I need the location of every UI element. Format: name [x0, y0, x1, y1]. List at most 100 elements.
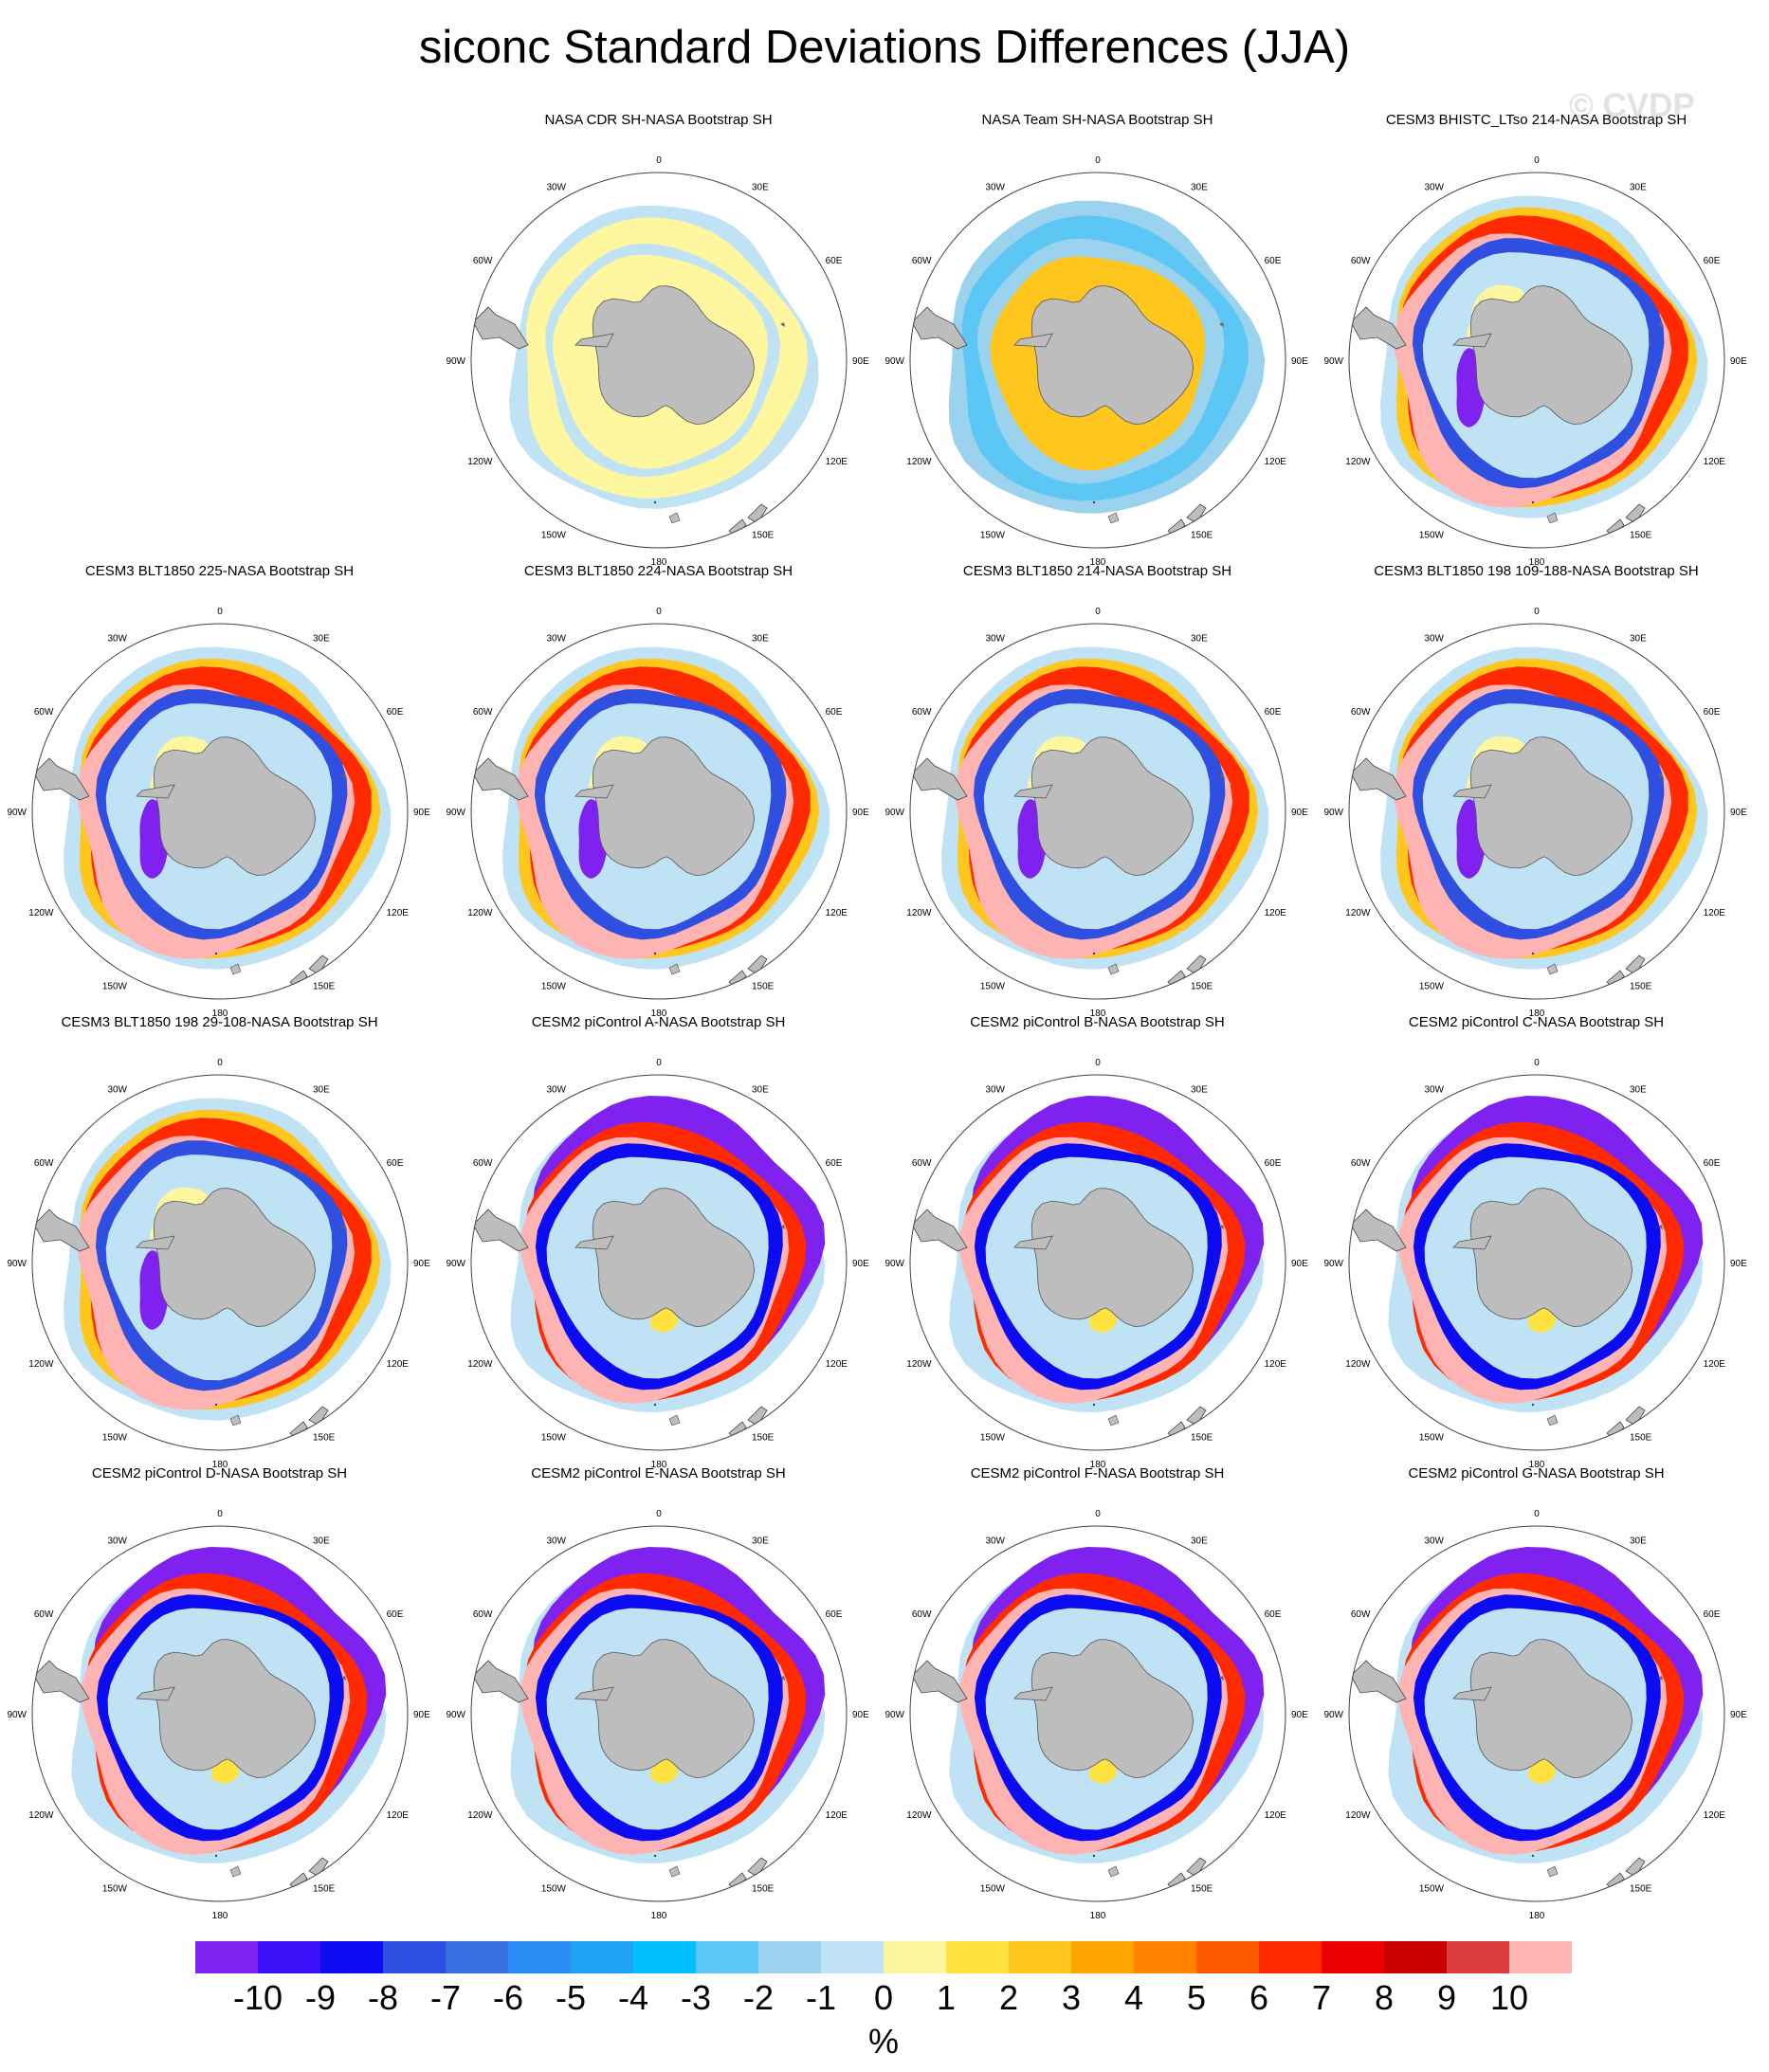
map-boundary-circle — [1348, 1525, 1725, 1902]
south-america-landmass — [472, 757, 529, 801]
longitude-label: 90E — [413, 808, 430, 818]
longitude-label: 120W — [1345, 908, 1371, 918]
longitude-label: 180 — [651, 1460, 667, 1469]
south-america-landmass — [33, 757, 90, 801]
south-america-landmass — [472, 306, 529, 350]
colorbar-swatch — [508, 1941, 571, 1973]
longitude-label: 90W — [446, 356, 465, 367]
kerguelen-island — [1658, 322, 1663, 327]
panel-title: CESM3 BLT1850 225-NASA Bootstrap SH — [84, 563, 355, 579]
longitude-label: 180 — [212, 1911, 228, 1920]
colorbar-swatch — [446, 1941, 508, 1973]
antarctica-landmass — [1469, 285, 1633, 426]
longitude-label: 30E — [1191, 633, 1208, 644]
colorbar-swatch — [633, 1941, 696, 1973]
longitude-label: 60E — [826, 707, 843, 718]
kerguelen-island — [1658, 1676, 1663, 1681]
map-boundary-circle — [470, 623, 848, 1000]
longitude-label: 30E — [752, 1084, 769, 1095]
colorbar-tick-label: 6 — [1249, 1978, 1268, 2017]
longitude-label: 180 — [651, 1009, 667, 1018]
longitude-label: 150E — [1630, 531, 1652, 541]
map-panel: CESM2 piControl B-NASA Bootstrap SH 0 30E 6… — [878, 1014, 1317, 1469]
longitude-label: 90W — [884, 1259, 904, 1269]
tasmania-landmass — [1107, 963, 1120, 975]
longitude-label: 90W — [7, 808, 27, 818]
antarctica-landmass — [592, 1188, 756, 1328]
longitude-label: 30W — [107, 1536, 127, 1546]
longitude-label: 60W — [34, 1609, 54, 1620]
longitude-label: 60W — [473, 707, 493, 718]
longitude-label: 0 — [656, 1058, 662, 1068]
longitude-label: 60W — [1351, 256, 1371, 266]
map-panel: CESM3 BLT1850 225-NASA Bootstrap SH 0 30E 6… — [0, 563, 439, 1018]
south-america-landmass — [1350, 306, 1407, 350]
colorbar-swatch — [946, 1941, 1009, 1973]
macquarie-island — [1531, 952, 1535, 955]
antarctica-landmass — [153, 1639, 317, 1779]
longitude-label: 90E — [413, 1259, 430, 1269]
longitude-label: 30E — [313, 1536, 330, 1546]
kerguelen-island — [780, 322, 785, 327]
antarctic-peninsula — [1013, 333, 1053, 348]
kerguelen-island — [341, 1676, 346, 1681]
longitude-label: 60W — [1351, 1609, 1371, 1620]
map-panel: CESM2 piControl C-NASA Bootstrap SH 0 30E 6… — [1317, 1014, 1756, 1469]
macquarie-island — [1092, 1854, 1096, 1858]
antarctica-landmass — [1030, 1188, 1195, 1328]
polar-map: 0 30E 60E 90E 120E 150E 180 150W 120W 90W 60W 30W — [446, 155, 869, 567]
map-panel: CESM3 BHISTC_LTso 214-NASA Bootstrap SH 0… — [1317, 112, 1756, 567]
longitude-label: 150W — [102, 1884, 128, 1895]
map-boundary-circle — [31, 1525, 409, 1902]
longitude-label: 60E — [826, 256, 843, 266]
longitude-label: 30E — [1630, 1536, 1647, 1546]
colorbar-swatch — [758, 1941, 821, 1973]
longitude-label: 30W — [1424, 182, 1444, 192]
map-panel: CESM2 piControl A-NASA Bootstrap SH 0 30E 6… — [439, 1014, 878, 1469]
colorbar-tick-label: -5 — [556, 1978, 586, 2017]
longitude-label: 90E — [1730, 356, 1747, 367]
antarctic-peninsula — [1013, 1235, 1053, 1250]
longitude-label: 60E — [1704, 1158, 1721, 1169]
colorbar-tick-label: -1 — [806, 1978, 836, 2017]
colorbar-tick-label: 8 — [1375, 1978, 1394, 2017]
macquarie-island — [1531, 1403, 1535, 1407]
map-panel: CESM2 piControl G-NASA Bootstrap SH 0 30E 6… — [1317, 1465, 1756, 1920]
polar-map: 0 30E 60E 90E 120E 150E 180 150W 120W 90W 60W 30W — [7, 1509, 430, 1920]
longitude-label: 150E — [752, 982, 775, 992]
longitude-label: 60W — [1351, 707, 1371, 718]
longitude-label: 120W — [28, 1810, 54, 1821]
longitude-label: 60W — [34, 1158, 54, 1169]
tasmania-landmass — [1107, 512, 1120, 524]
tasmania-landmass — [1546, 1865, 1559, 1878]
longitude-label: 120W — [28, 1359, 54, 1370]
longitude-label: 150E — [313, 1433, 336, 1444]
longitude-label: 90E — [1291, 356, 1308, 367]
kerguelen-island — [1219, 773, 1224, 778]
south-america-landmass — [911, 1660, 968, 1703]
kerguelen-island — [1219, 1676, 1224, 1681]
map-boundary-circle — [31, 623, 409, 1000]
colorbar-swatch — [258, 1941, 320, 1973]
macquarie-island — [1092, 500, 1096, 504]
longitude-label: 120E — [387, 908, 410, 918]
longitude-label: 0 — [656, 607, 662, 617]
antarctic-peninsula — [574, 784, 614, 799]
longitude-label: 120W — [906, 1810, 932, 1821]
longitude-label: 60W — [912, 256, 932, 266]
tasmania-landmass — [1546, 512, 1559, 524]
panel-title: CESM3 BLT1850 198 29-108-NASA Bootstrap … — [61, 1014, 378, 1030]
longitude-label: 30W — [107, 633, 127, 644]
colorbar-swatch — [821, 1941, 884, 1973]
longitude-label: 120E — [1265, 1810, 1287, 1821]
longitude-label: 90W — [446, 1259, 465, 1269]
panel-title: CESM2 piControl D-NASA Bootstrap SH — [91, 1465, 348, 1481]
longitude-label: 180 — [1529, 557, 1545, 567]
polar-map: 0 30E 60E 90E 120E 150E 180 150W 120W 90W 60W 30W — [446, 1509, 869, 1920]
longitude-label: 90E — [1730, 1710, 1747, 1720]
map-panel: NASA CDR SH-NASA Bootstrap SH 0 30E 60E 90E 1… — [439, 112, 878, 567]
map-boundary-circle — [909, 1074, 1286, 1451]
macquarie-island — [214, 1403, 218, 1407]
antarctica-landmass — [592, 285, 756, 426]
macquarie-island — [653, 1854, 657, 1858]
